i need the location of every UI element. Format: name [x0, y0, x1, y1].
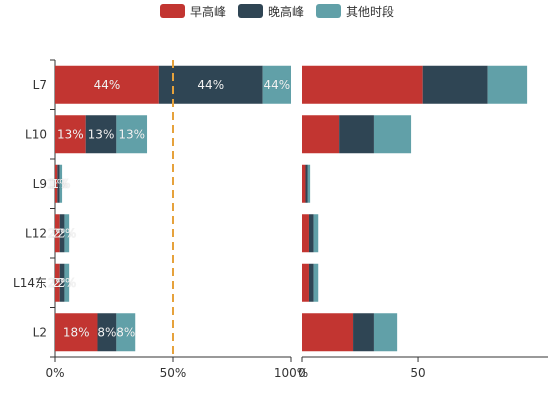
- category-label-l14: L14东: [13, 276, 47, 290]
- legend-label: 晚高峰: [268, 4, 304, 19]
- bar-l9-series-3[interactable]: [59, 164, 63, 203]
- bar-l10-series-2[interactable]: [85, 115, 117, 154]
- legend-item-2[interactable]: 晚高峰: [238, 4, 304, 19]
- bar-l2-series-2[interactable]: [353, 313, 374, 352]
- x-tick-label: 50%: [160, 366, 187, 380]
- bar-l2-series-1[interactable]: [55, 313, 98, 352]
- bar-l7-series-2[interactable]: [158, 65, 263, 104]
- data-label: 1%: [51, 177, 70, 191]
- bar-l2-series-3[interactable]: [116, 313, 136, 352]
- bar-l12-series-2[interactable]: [308, 214, 314, 253]
- data-label: 13%: [118, 127, 145, 141]
- bar-l12-series-1[interactable]: [302, 214, 309, 253]
- data-label: 44%: [94, 78, 121, 92]
- category-label-l2: L2: [33, 325, 47, 339]
- legend-item-1[interactable]: 早高峰: [160, 4, 226, 19]
- bar-l14-series-1[interactable]: [55, 263, 60, 302]
- bar-l10-series-2[interactable]: [339, 115, 374, 154]
- data-label: 2%: [57, 226, 76, 240]
- bar-l9-series-1[interactable]: [302, 164, 306, 203]
- legend-swatch: [316, 4, 341, 18]
- bar-l9-series-3[interactable]: [307, 164, 311, 203]
- data-label: 8%: [116, 325, 135, 339]
- bar-l2-series-1[interactable]: [302, 313, 354, 352]
- data-label: 18%: [63, 325, 90, 339]
- bar-l12-series-3[interactable]: [313, 214, 319, 253]
- bar-l14-series-1[interactable]: [302, 263, 309, 302]
- category-label-l12: L12: [25, 226, 47, 240]
- category-label-l9: L9: [33, 177, 47, 191]
- bar-l9-series-1[interactable]: [55, 164, 58, 203]
- bar-l7-series-2[interactable]: [422, 65, 488, 104]
- bar-l7-series-3[interactable]: [262, 65, 291, 104]
- data-label: 1%: [49, 177, 68, 191]
- legend[interactable]: 早高峰 晚高峰 其他时段: [160, 4, 394, 19]
- x-tick-label: 50: [410, 366, 425, 380]
- bar-l10-series-3[interactable]: [373, 115, 412, 154]
- bar-l12-series-1[interactable]: [55, 214, 60, 253]
- bar-l14-series-2[interactable]: [59, 263, 65, 302]
- bar-l10-series-3[interactable]: [116, 115, 148, 154]
- bar-l7-series-3[interactable]: [487, 65, 528, 104]
- bar-l7-series-1[interactable]: [55, 65, 159, 104]
- category-label-l7: L7: [33, 78, 47, 92]
- data-label: 8%: [97, 325, 116, 339]
- bar-l12-series-3[interactable]: [64, 214, 70, 253]
- bar-l10-series-1[interactable]: [55, 115, 86, 154]
- bar-l14-series-3[interactable]: [313, 263, 319, 302]
- bar-l7-series-1[interactable]: [302, 65, 423, 104]
- bar-l9-series-2[interactable]: [305, 164, 308, 203]
- x-tick-label: 0%: [45, 366, 64, 380]
- right-value-chart: 0 50: [298, 65, 548, 380]
- data-label: 44%: [264, 78, 291, 92]
- x-tick-label: 0: [298, 366, 306, 380]
- bar-l2-series-3[interactable]: [373, 313, 398, 352]
- bar-l12-series-2[interactable]: [59, 214, 65, 253]
- category-label-l10: L10: [25, 127, 47, 141]
- legend-item-3[interactable]: 其他时段: [316, 4, 394, 19]
- data-label: 2%: [57, 276, 76, 290]
- bar-l14-series-3[interactable]: [64, 263, 70, 302]
- bar-l2-series-2[interactable]: [97, 313, 117, 352]
- legend-swatch: [160, 4, 185, 18]
- bar-l14-series-2[interactable]: [308, 263, 314, 302]
- legend-swatch: [238, 4, 263, 18]
- bar-l9-series-2[interactable]: [57, 164, 60, 203]
- x-tick-label: 100%: [274, 366, 308, 380]
- data-label: 13%: [57, 127, 84, 141]
- legend-label: 其他时段: [346, 4, 394, 19]
- data-label: 44%: [197, 78, 224, 92]
- legend-label: 早高峰: [190, 4, 226, 19]
- data-label: 13%: [88, 127, 115, 141]
- bar-l10-series-1[interactable]: [302, 115, 340, 154]
